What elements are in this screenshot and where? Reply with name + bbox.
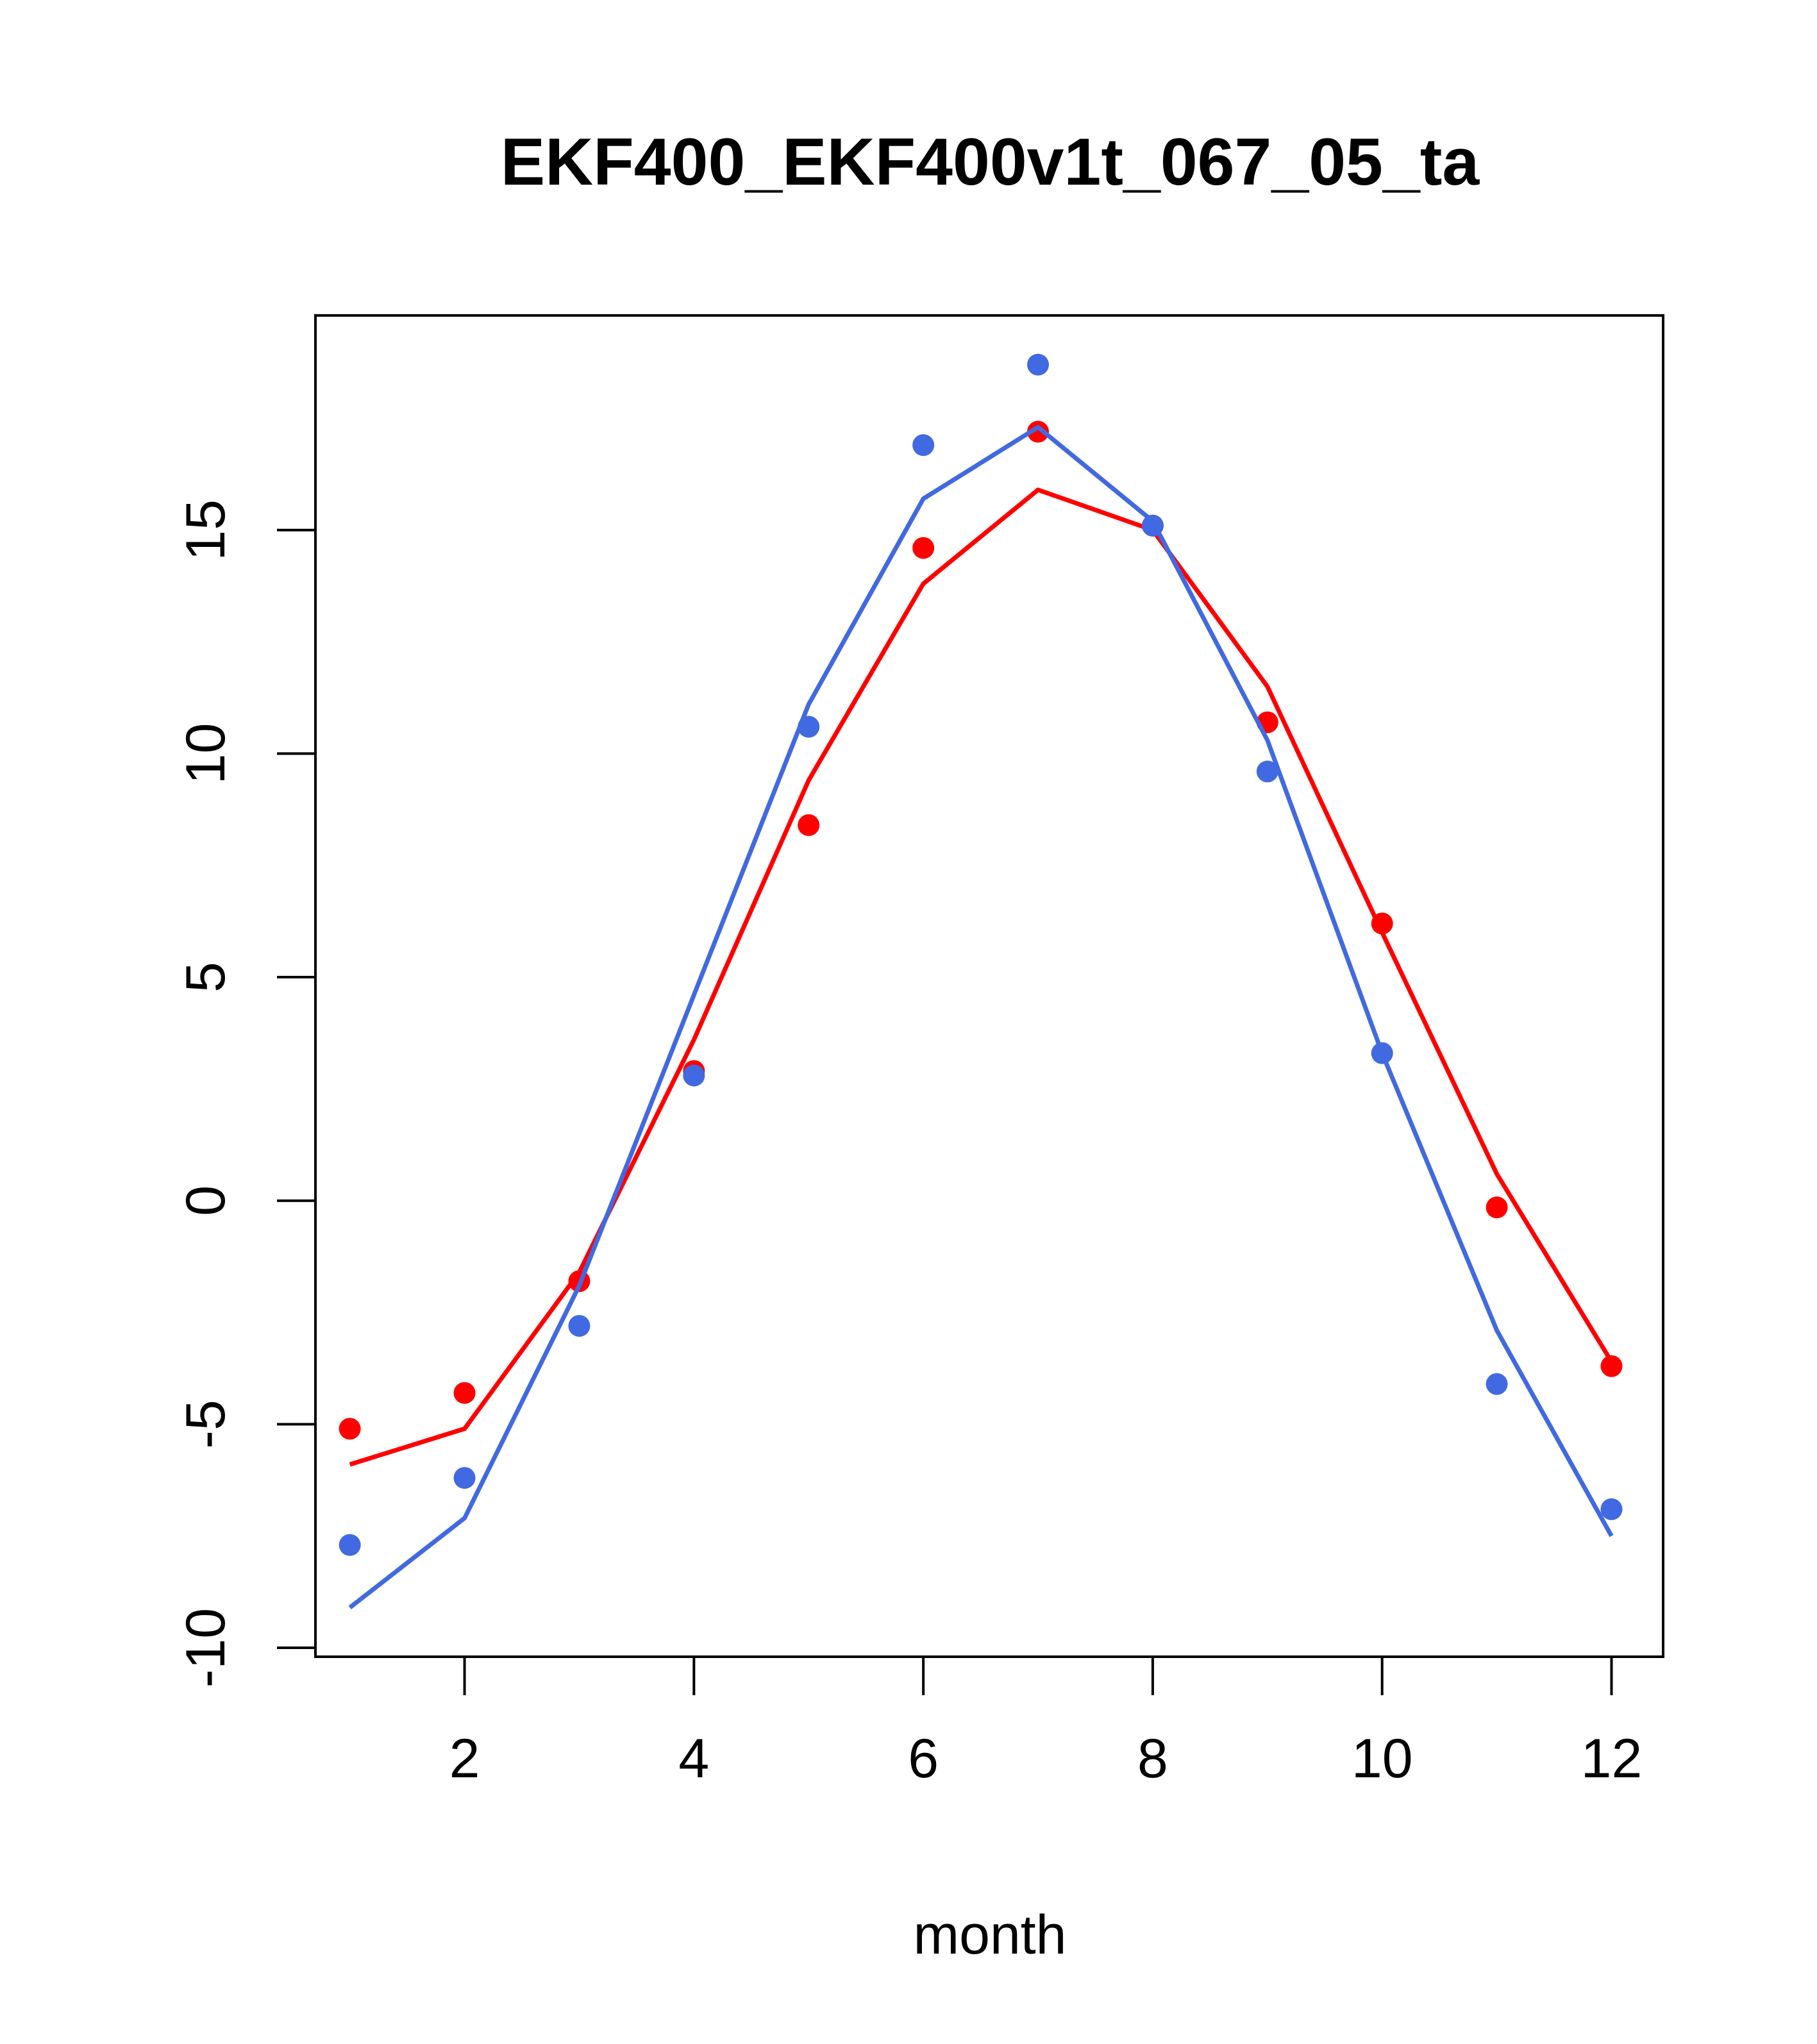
data-point-0 — [339, 1418, 361, 1440]
x-axis: 2 4 6 8 10 12 — [449, 1655, 1643, 1789]
x-tick-label: 12 — [1581, 1728, 1643, 1789]
data-point-2 — [912, 434, 935, 457]
series-line-3 — [348, 424, 1614, 1610]
data-point-2 — [1486, 1373, 1508, 1395]
plot-frame — [314, 314, 1664, 1658]
data-point-2 — [1600, 1498, 1623, 1520]
x-tick-label: 2 — [449, 1728, 480, 1789]
data-point-2 — [339, 1534, 361, 1556]
data-point-2 — [453, 1467, 476, 1489]
data-point-0 — [798, 814, 820, 836]
series-line-1 — [349, 487, 1614, 1467]
y-tick-label: 5 — [175, 962, 237, 993]
x-tick-label: 4 — [678, 1728, 709, 1789]
y-tick-label: 15 — [175, 499, 237, 561]
data-point-0 — [453, 1382, 476, 1404]
x-tick-label: 8 — [1137, 1728, 1168, 1789]
data-point-2 — [1256, 760, 1278, 783]
data-point-0 — [912, 537, 935, 559]
data-point-0 — [1027, 421, 1050, 443]
y-tick-label: -5 — [175, 1400, 237, 1448]
x-tick-label: 6 — [908, 1728, 939, 1789]
data-point-0 — [1486, 1196, 1508, 1219]
data-point-0 — [1600, 1355, 1623, 1377]
data-point-2 — [568, 1314, 590, 1337]
chart-title: EKF400_EKF400v1t_067_05_ta — [501, 125, 1480, 199]
y-tick-label: -10 — [175, 1608, 237, 1688]
series-layer — [339, 353, 1623, 1610]
y-tick-label: 10 — [175, 723, 237, 785]
x-axis-label: month — [913, 1904, 1066, 1966]
data-point-2 — [683, 1064, 705, 1087]
x-tick-label: 10 — [1352, 1728, 1413, 1789]
data-point-2 — [1027, 353, 1050, 376]
y-tick-label: 0 — [175, 1185, 237, 1216]
y-axis: -10 -5 0 5 10 15 — [175, 499, 317, 1688]
